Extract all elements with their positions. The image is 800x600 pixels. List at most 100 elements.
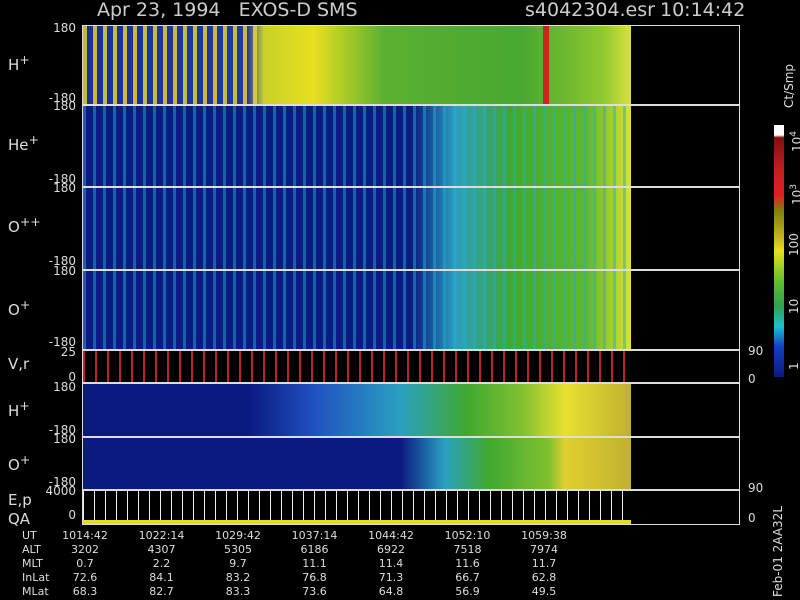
panel [82,350,740,383]
charge: ++ [19,214,41,229]
exp: 4 [789,130,799,137]
cell: 7518 [453,543,482,556]
colorbar-tick: 1 [787,362,800,370]
charge: + [19,297,31,312]
right-tick-label: 90 [748,481,764,495]
cell: 11.4 [378,557,404,570]
cell: 3202 [71,543,99,556]
panel-label: O+ [8,452,30,473]
spectrogram [83,438,631,489]
cell: 1059:38 [521,529,567,542]
cell: 9.7 [229,557,247,570]
cell: 6186 [300,543,329,556]
row-label: UT [22,529,37,542]
tick-label: -180 [48,475,76,489]
tick-label: 180 [53,432,76,446]
cell: 72.6 [72,571,98,584]
tick-label: 180 [53,264,76,278]
panel-label: QA [8,510,31,528]
cell: 5305 [224,543,252,556]
colorbar-tick: 10 [787,298,800,314]
stripe [543,26,549,104]
charge: + [19,452,31,467]
cell: 1052:10 [444,529,491,542]
cell: 56.9 [455,585,480,598]
colorbar-tick: 103 [788,184,800,205]
ion: H [8,402,20,420]
stripes [83,106,631,186]
title: Apr 23, 1994 EXOS-D SMS [97,0,358,21]
tick-label: 180 [53,181,76,195]
tick-label: -180 [48,335,76,349]
panel-label: H+ [8,398,30,419]
cell: 1022:14 [138,529,185,542]
tick-label: -180 [48,423,76,437]
tick-label: -180 [48,254,76,268]
charge: + [19,398,30,413]
time: 10:14:42 [660,0,746,21]
cell: 11.7 [531,557,557,570]
base: 10 [790,136,800,152]
tick-label: 25 [60,345,76,359]
stripes [83,188,631,269]
stripes [83,26,263,104]
panel [82,490,740,525]
base: 10 [790,189,800,205]
colorbar-title: Ct/Smp [782,63,796,108]
panel-label: V,r [8,355,30,373]
tick-label: -180 [48,172,76,186]
cell: 0.7 [76,557,94,570]
tick-label: 0 [68,508,76,522]
file-name: s4042304.esr [525,0,655,21]
cell: 1029:42 [215,529,261,542]
panel-label: H+ [8,52,30,73]
cell: 66.7 [455,571,480,584]
panel [82,187,740,270]
panel-label: O+ [8,297,30,318]
panel-label: He+ [8,132,39,153]
tick-label: 180 [53,380,76,394]
tick-label: 4000 [45,484,76,498]
tick-label: 180 [53,99,76,113]
cell: 11.1 [302,557,327,570]
panel [82,437,740,490]
tick-label: 180 [53,21,76,35]
cell: 49.5 [531,585,557,598]
spectrogram [83,384,631,436]
cell: 82.7 [149,585,174,598]
exp: 3 [789,183,799,190]
cell: 1037:14 [291,529,338,542]
ion: H [8,56,20,74]
charge: + [19,52,30,67]
cell: 6922 [377,543,405,556]
cell: 68.3 [72,585,98,598]
cell: 83.2 [225,571,251,584]
cell: 64.8 [378,585,404,598]
colorbar-tick: 104 [788,131,800,152]
cell: 11.6 [455,557,480,570]
ion: O [8,218,20,236]
ion: O [8,301,20,319]
cell: 84.1 [149,571,174,584]
panel [82,105,740,187]
charge: + [28,132,39,147]
colorbar-tick: 100 [787,233,800,256]
stripes [83,351,631,382]
panel [82,270,740,350]
cell: 73.6 [302,585,327,598]
ion: He [8,136,29,154]
cell: 2.2 [152,557,171,570]
cell: 62.8 [531,571,557,584]
row-label: ALT [22,543,41,556]
row-label: MLat [22,585,49,598]
panel [82,383,740,437]
stripes [83,271,631,349]
stripes [83,491,631,524]
cell: 1014:42 [62,529,108,542]
cell: 7974 [530,543,558,556]
row-label: MLT [22,557,43,570]
right-tick-label: 90 [748,344,764,358]
colorbar [774,125,784,377]
cell: 71.3 [378,571,404,584]
